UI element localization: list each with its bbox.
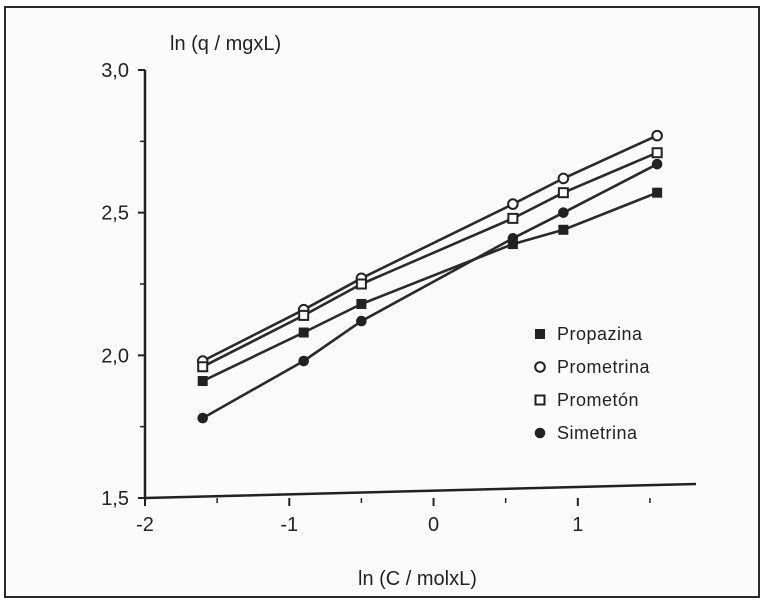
data-point bbox=[298, 327, 309, 338]
data-point bbox=[507, 212, 519, 224]
y-axis-title: ln (q / mgxL) bbox=[170, 33, 281, 55]
x-tick-label: 0 bbox=[428, 514, 439, 536]
data-point bbox=[651, 129, 663, 142]
y-tick-label: 1,5 bbox=[101, 488, 129, 510]
legend-marker bbox=[534, 394, 546, 406]
legend-label: Prometrina bbox=[557, 357, 651, 377]
data-point bbox=[558, 224, 569, 235]
legend-marker bbox=[534, 427, 546, 439]
data-point bbox=[557, 172, 570, 185]
data-point bbox=[298, 355, 309, 367]
x-axis bbox=[144, 482, 697, 500]
data-point bbox=[652, 187, 663, 198]
x-axis-title: ln (C / molxL) bbox=[358, 568, 477, 590]
series-line-2 bbox=[202, 151, 658, 368]
y-tick-label: 2,5 bbox=[101, 203, 129, 225]
data-point bbox=[651, 147, 663, 159]
chart-frame bbox=[4, 6, 760, 598]
y-tick-label: 2,0 bbox=[101, 345, 129, 367]
data-point bbox=[356, 315, 367, 327]
series-line-0 bbox=[202, 191, 658, 383]
legend-label: Propazina bbox=[557, 324, 643, 344]
legend-label: Simetrina bbox=[557, 423, 638, 443]
data-point bbox=[507, 233, 519, 244]
data-point bbox=[651, 158, 663, 170]
y-tick-label: 3,0 bbox=[101, 60, 129, 82]
data-point bbox=[557, 187, 569, 199]
legend-marker bbox=[534, 361, 546, 373]
data-point bbox=[355, 278, 367, 290]
series-line-3 bbox=[202, 163, 658, 420]
legend-marker bbox=[535, 329, 545, 339]
x-tick-label: -1 bbox=[280, 514, 298, 536]
data-point bbox=[356, 298, 367, 309]
x-tick-label: 1 bbox=[572, 514, 583, 536]
series-line-1 bbox=[202, 134, 658, 363]
tick-labels: -2 -1 0 1 1,5 2,0 2,5 3,0 bbox=[101, 60, 583, 536]
ticks bbox=[138, 69, 651, 506]
series-markers bbox=[196, 129, 663, 424]
series-lines bbox=[202, 134, 658, 420]
data-point bbox=[298, 309, 310, 321]
legend-label: Prometón bbox=[557, 390, 639, 410]
data-point bbox=[197, 412, 209, 424]
legend: Propazina Prometrina Prometón Simetrina bbox=[534, 324, 651, 443]
x-tick-label: -2 bbox=[136, 514, 154, 536]
data-point bbox=[197, 376, 208, 387]
data-point bbox=[507, 198, 519, 210]
data-point bbox=[558, 207, 569, 218]
data-point bbox=[197, 361, 209, 373]
